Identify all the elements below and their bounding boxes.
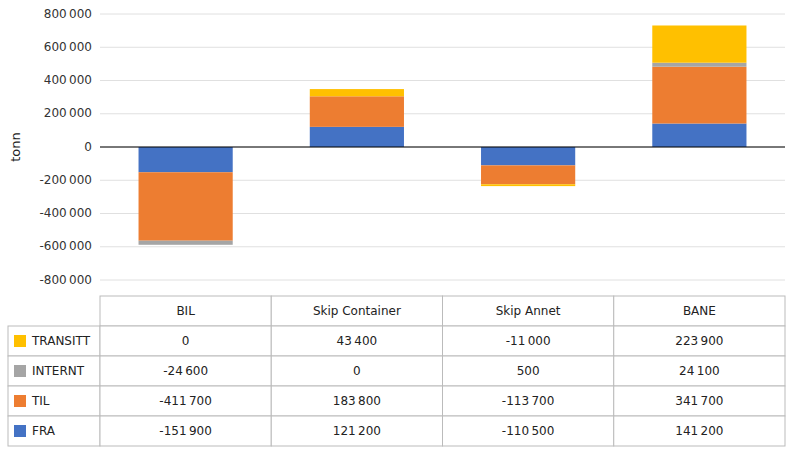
table-cell bbox=[8, 386, 100, 416]
table-cell bbox=[614, 296, 785, 326]
zero-line bbox=[100, 147, 785, 148]
table-value: 43 400 bbox=[337, 334, 378, 348]
table-cell bbox=[100, 296, 271, 326]
swatch bbox=[14, 425, 26, 437]
table-cell bbox=[443, 356, 614, 386]
table-cell bbox=[100, 386, 271, 416]
bar-segment bbox=[481, 147, 575, 165]
y-ticks: -800 000 -600 000 -400 000 -200 000 0 200 000… bbox=[39, 7, 92, 287]
bar-segment bbox=[139, 172, 233, 240]
table-cell bbox=[271, 326, 442, 356]
table-value: 0 bbox=[353, 364, 361, 378]
table-cell bbox=[443, 416, 614, 446]
bar-segment bbox=[139, 147, 233, 172]
bar-segment bbox=[652, 124, 746, 147]
y-tick-label: -200 000 bbox=[39, 173, 92, 187]
swatch bbox=[14, 365, 26, 377]
table-cell bbox=[271, 296, 442, 326]
table-value: 500 bbox=[517, 364, 540, 378]
y-tick-label: -800 000 bbox=[39, 273, 92, 287]
table-value: -113 700 bbox=[502, 394, 555, 408]
table-cell bbox=[443, 296, 614, 326]
bar-segment bbox=[652, 63, 746, 67]
series-label: FRA bbox=[32, 424, 56, 438]
y-tick-label: -600 000 bbox=[39, 239, 92, 253]
data-table: BIL Skip Container Skip Annet BANE TRANSITT 0… bbox=[8, 296, 785, 446]
table-value: -411 700 bbox=[159, 394, 212, 408]
table-value: -11 000 bbox=[506, 334, 551, 348]
bar-segment bbox=[652, 67, 746, 124]
y-tick-label: 0 bbox=[84, 140, 92, 154]
grid-line bbox=[100, 280, 785, 281]
table-value: 223 900 bbox=[675, 334, 723, 348]
bar-segment bbox=[139, 241, 233, 245]
y-tick-label: 200 000 bbox=[44, 106, 92, 120]
table-value: 0 bbox=[182, 334, 190, 348]
bar-segment bbox=[310, 127, 404, 147]
table-value: 141 200 bbox=[675, 424, 723, 438]
table-cell bbox=[443, 386, 614, 416]
bar-segment bbox=[310, 89, 404, 96]
category-label: BIL bbox=[176, 304, 195, 318]
table-value: 341 700 bbox=[675, 394, 723, 408]
table-value: -151 900 bbox=[159, 424, 212, 438]
table-cell bbox=[271, 386, 442, 416]
table-cell bbox=[271, 416, 442, 446]
bar-segment bbox=[481, 165, 575, 184]
grid-line bbox=[100, 14, 785, 15]
table-cell bbox=[8, 416, 100, 446]
bar-segment bbox=[481, 184, 575, 186]
series-label: INTERNT bbox=[32, 364, 85, 378]
table-cell bbox=[614, 356, 785, 386]
table-cell bbox=[271, 356, 442, 386]
series-label: TIL bbox=[31, 394, 50, 408]
table-value: 24 100 bbox=[679, 364, 720, 378]
bars bbox=[139, 25, 747, 244]
table-cell bbox=[8, 356, 100, 386]
chart: -800 000 -600 000 -400 000 -200 000 0 200 000… bbox=[0, 0, 800, 471]
table-cell bbox=[8, 326, 100, 356]
y-axis-label: tonn bbox=[8, 132, 23, 162]
table-cell bbox=[614, 326, 785, 356]
bar-segment bbox=[310, 96, 404, 127]
table-value: -24 600 bbox=[163, 364, 208, 378]
table-cell bbox=[614, 386, 785, 416]
grid-line bbox=[100, 246, 785, 247]
table-cell bbox=[100, 416, 271, 446]
y-tick-label: 400 000 bbox=[44, 73, 92, 87]
bar-segment bbox=[652, 25, 746, 62]
swatch bbox=[14, 395, 26, 407]
y-tick-label: -400 000 bbox=[39, 206, 92, 220]
grid bbox=[100, 14, 785, 280]
table-cell bbox=[443, 326, 614, 356]
y-tick-label: 800 000 bbox=[44, 7, 92, 21]
y-tick-label: 600 000 bbox=[44, 40, 92, 54]
category-label: Skip Annet bbox=[496, 304, 561, 318]
category-label: Skip Container bbox=[313, 304, 401, 318]
table-cell bbox=[614, 416, 785, 446]
table-value: -110 500 bbox=[502, 424, 555, 438]
table-value: 121 200 bbox=[333, 424, 381, 438]
table-cell bbox=[100, 356, 271, 386]
category-label: BANE bbox=[683, 304, 716, 318]
swatch bbox=[14, 335, 26, 347]
table-cell bbox=[100, 326, 271, 356]
series-label: TRANSITT bbox=[31, 334, 91, 348]
grid-line bbox=[100, 147, 785, 148]
table-value: 183 800 bbox=[333, 394, 381, 408]
